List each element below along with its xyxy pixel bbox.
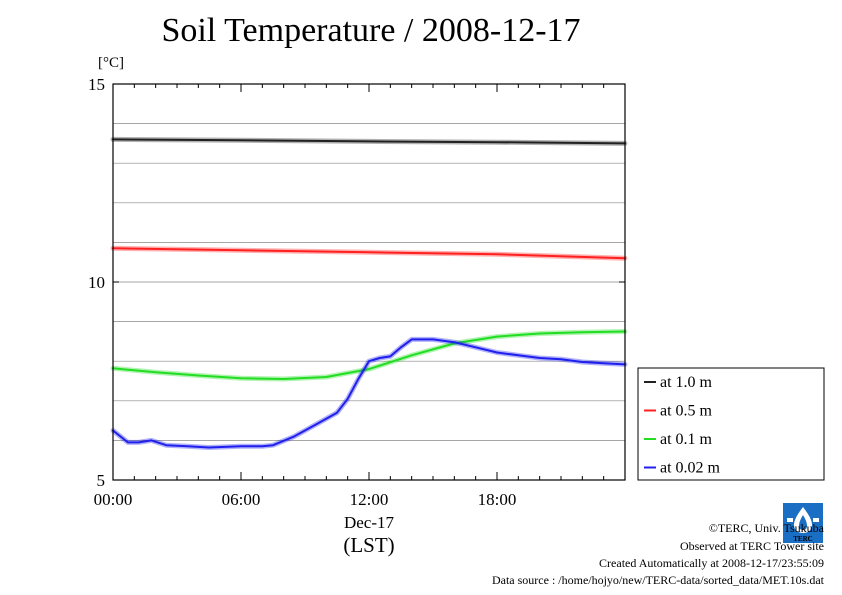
- series-line-2: [112, 330, 626, 380]
- y-tick-label: 5: [97, 471, 106, 490]
- x-axis-label: (LST): [343, 533, 394, 557]
- series-halo-2: [110, 329, 628, 382]
- series-lines: [110, 136, 628, 450]
- footer-created: Created Automatically at 2008-12-17/23:5…: [599, 556, 824, 570]
- x-axis-ticks: 00:00 06:00 12:00 18:00: [94, 84, 605, 509]
- legend: at 1.0 m at 0.5 m at 0.1 m at 0.02 m: [637, 367, 825, 481]
- legend-label: at 0.5 m: [660, 403, 713, 420]
- series-line-3: [112, 338, 626, 449]
- legend-label: at 1.0 m: [660, 374, 713, 391]
- series-halo-3: [110, 336, 628, 450]
- terc-logo: TERC: [783, 503, 823, 543]
- x-axis-date-label: Dec-17: [344, 513, 395, 532]
- footer-data-source: Data source : /home/hojyo/new/TERC-data/…: [491, 573, 824, 587]
- legend-box: [637, 367, 825, 481]
- chart-title: Soil Temperature / 2008-12-17: [161, 12, 581, 49]
- footer-observed: Observed at TERC Tower site: [679, 539, 824, 553]
- series-line-0: [112, 138, 626, 145]
- x-tick-label: 00:00: [94, 490, 133, 509]
- y-tick-label: 10: [88, 273, 105, 292]
- terc-logo-text: TERC: [793, 535, 812, 543]
- grid-lines: [113, 123, 625, 441]
- legend-label: at 0.1 m: [660, 431, 713, 448]
- y-tick-label: 15: [88, 75, 105, 94]
- y-axis-unit-label: [°C]: [98, 55, 124, 71]
- x-tick-label: 18:00: [478, 490, 517, 509]
- series-line-1: [112, 247, 626, 260]
- legend-label: at 0.02 m: [660, 460, 721, 477]
- y-axis-ticks: 5 10 15: [88, 75, 625, 490]
- x-tick-label: 06:00: [222, 490, 261, 509]
- x-tick-label: 12:00: [350, 490, 389, 509]
- footer-copyright: ©TERC, Univ. Tsukuba: [708, 521, 824, 535]
